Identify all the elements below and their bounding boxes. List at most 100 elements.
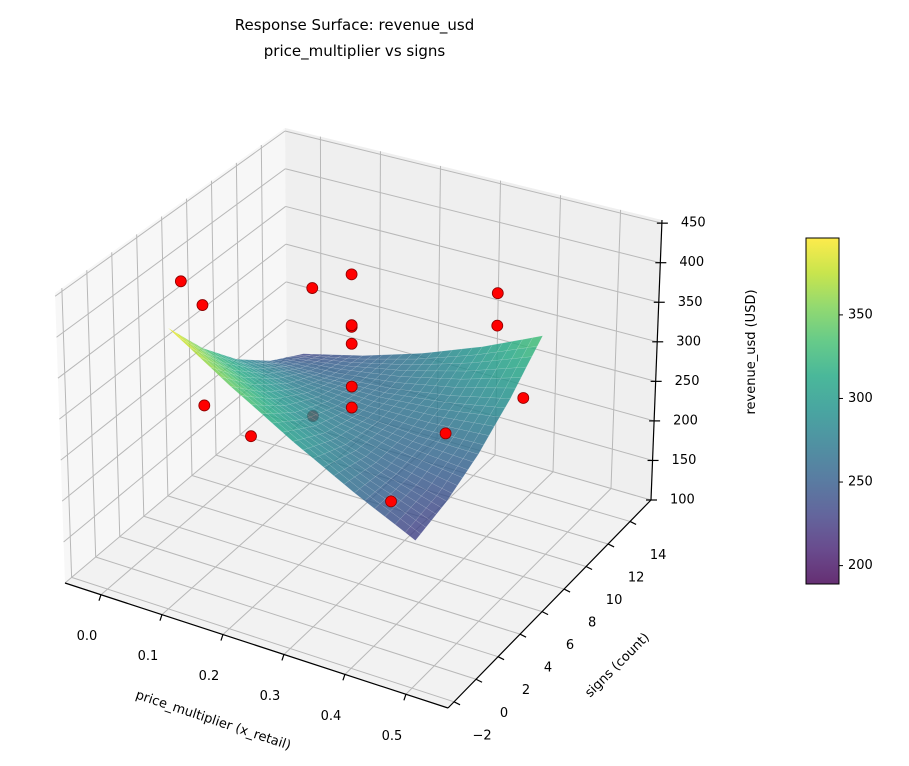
y-tick-label: 4 <box>544 661 552 676</box>
gridline-y-floor <box>167 495 543 613</box>
left-pane <box>55 128 287 583</box>
data-point <box>306 282 319 294</box>
y-tick-label: 6 <box>566 638 574 653</box>
data-point <box>491 287 504 300</box>
y-tick <box>629 520 637 525</box>
colorbar-tick-label: 300 <box>848 391 873 406</box>
gridline-x-floor <box>283 454 496 655</box>
gridline-z-back <box>285 205 659 303</box>
gridline-y-left <box>210 180 217 456</box>
data-point <box>491 319 504 332</box>
gridline-z-left <box>56 168 286 338</box>
x-tick <box>220 634 224 641</box>
gridline-y-floor <box>95 556 477 680</box>
gridline-y-floor <box>71 576 455 703</box>
z-tick-label: 100 <box>670 493 695 508</box>
data-point <box>439 427 452 440</box>
y-tick <box>519 633 527 638</box>
surface-facet <box>478 424 495 436</box>
gridline-x-back <box>552 195 562 472</box>
gridline-z-left <box>54 130 286 297</box>
z-tick-label: 350 <box>678 295 703 310</box>
z-tick-label: 150 <box>672 453 697 468</box>
gridline-x-floor <box>100 404 322 596</box>
colorbar-tick-label: 200 <box>848 558 873 573</box>
z-tick-label: 300 <box>676 334 701 349</box>
x-tick <box>342 674 346 681</box>
data-point <box>198 399 211 412</box>
chart-subtitle: price_multiplier vs signs <box>263 42 446 60</box>
gridline-y-left <box>136 234 145 517</box>
x-tick <box>159 614 163 621</box>
surface-and-points <box>168 268 544 541</box>
x-tick <box>98 594 102 601</box>
data-point <box>245 430 257 443</box>
surface-facet <box>436 488 453 502</box>
colorbar: 200 250 300 350 <box>805 237 873 585</box>
gridline-y-floor <box>119 536 499 658</box>
x-tick-label: 0.4 <box>321 709 342 724</box>
data-point <box>345 401 358 414</box>
y-tick-label: 0 <box>500 706 508 721</box>
z-tick-label: 200 <box>673 413 698 428</box>
x-tick-label: 0.5 <box>382 729 403 744</box>
surface-facet <box>431 495 448 509</box>
x-axis-line <box>64 582 449 709</box>
data-point <box>385 495 397 508</box>
gridline-z-left <box>60 281 287 461</box>
surface-facet <box>410 520 427 535</box>
x-tick-label: 0.0 <box>77 629 98 644</box>
surface-facet <box>489 406 506 418</box>
y-tick-label: 10 <box>606 593 623 608</box>
gridline-z-left <box>57 206 286 379</box>
gridline-y-left <box>186 198 193 476</box>
z-tick-label: 450 <box>681 216 706 231</box>
chart-title: Response Surface: revenue_usd <box>234 16 475 34</box>
colorbar-tick-label: 250 <box>848 475 873 490</box>
y-tick-label: 2 <box>522 683 530 698</box>
x-tick-label: 0.1 <box>138 649 159 664</box>
gridline-z-left <box>61 319 287 502</box>
surface-facet <box>446 473 463 486</box>
colorbar-tick-label: 350 <box>848 307 873 322</box>
gridline-y-left <box>161 216 169 496</box>
gridline-z-back <box>284 130 662 224</box>
gridline-x-back <box>610 209 622 489</box>
data-point <box>196 299 209 311</box>
gridline-y-left <box>111 252 121 537</box>
gridline-y-floor <box>143 515 521 635</box>
y-tick <box>563 588 571 593</box>
gridline-y-left <box>61 288 73 578</box>
gridline-y-floor <box>191 475 565 590</box>
y-tick <box>497 656 505 661</box>
surface-facet <box>415 513 432 528</box>
y-tick <box>585 565 593 571</box>
x-tick <box>281 654 285 661</box>
gridline-z-back <box>285 243 658 343</box>
y-tick <box>453 701 461 706</box>
y-tick <box>607 543 615 548</box>
y-tick-label: 8 <box>588 616 596 631</box>
y-tick-label: 12 <box>628 570 645 585</box>
z-axis-line <box>650 219 663 501</box>
gridline-z-back <box>286 281 656 382</box>
data-point <box>345 337 358 350</box>
gridline-x-floor <box>344 471 554 675</box>
data-point <box>345 319 358 332</box>
gridline-z-back <box>285 168 661 264</box>
y-tick <box>475 678 483 683</box>
surface-facet <box>405 526 421 541</box>
gridline-z-left <box>64 394 288 584</box>
x-tick-label: 0.3 <box>260 689 281 704</box>
gridline-x-floor <box>405 488 612 695</box>
data-point <box>345 268 358 281</box>
x-tick-label: 0.2 <box>199 669 220 684</box>
y-axis-line <box>447 499 652 709</box>
z-tick-label: 400 <box>679 255 704 270</box>
x-tick <box>403 694 407 701</box>
data-point <box>517 392 530 404</box>
z-axis-label: revenue_usd (USD) <box>744 289 759 414</box>
colorbar-frame <box>805 237 840 585</box>
